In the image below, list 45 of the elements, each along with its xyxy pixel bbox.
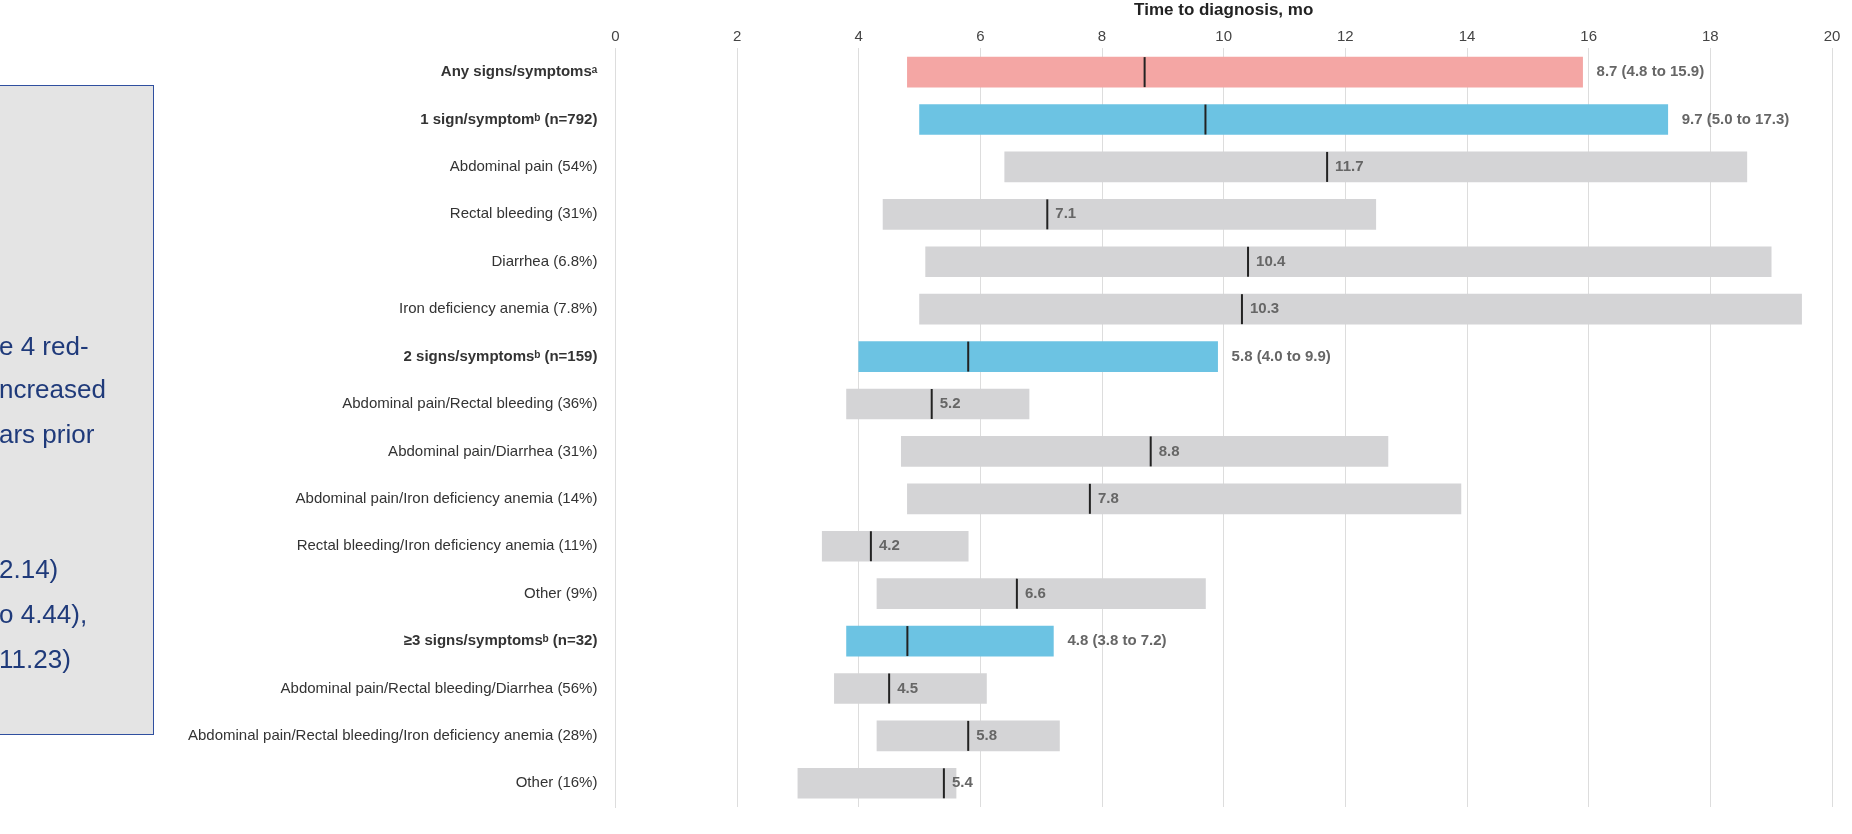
y-tick-label: Rectal bleeding (31%) bbox=[449, 204, 598, 222]
text: 9.7 (5.0 to 17.3) bbox=[1681, 109, 1790, 127]
y-tick-label: Abdominal pain/Diarrhea (31%) bbox=[388, 441, 598, 459]
x-tick-label: 10 bbox=[1215, 26, 1233, 44]
text: 5.2 bbox=[939, 394, 961, 412]
text: 11.7 bbox=[1335, 157, 1364, 175]
text: 4.8 (3.8 to 7.2) bbox=[1067, 631, 1167, 649]
x-tick-label: 8 bbox=[1097, 26, 1107, 44]
y-tick-label: Diarrhea (6.8%) bbox=[491, 251, 598, 269]
text: 4.2 bbox=[878, 536, 900, 554]
text: 7.1 bbox=[1055, 204, 1077, 222]
text: 8.7 (4.8 to 15.9) bbox=[1596, 62, 1705, 80]
text: 4.5 bbox=[897, 678, 918, 696]
x-tick-label: 18 bbox=[1702, 26, 1719, 44]
x-tick-label: 16 bbox=[1580, 26, 1598, 44]
text: 10.3 bbox=[1249, 299, 1280, 317]
text-box: e 4 red- ncreased ars prior 2.14) o 4.44), 11.23) bbox=[0, 85, 154, 735]
y-tick-label: Abdominal pain (54%) bbox=[449, 157, 598, 175]
text: 5.4 bbox=[951, 773, 973, 791]
text: 5.8 (4.0 to 9.9) bbox=[1231, 346, 1331, 364]
text: 5.8 bbox=[976, 726, 998, 744]
x-axis-title: Time to diagnosis, mo bbox=[1134, 0, 1314, 19]
y-tick-label: 1 sign/symptomᵇ (n=792) bbox=[420, 109, 598, 127]
x-tick-label: 0 bbox=[611, 26, 620, 44]
text: 7.8 bbox=[1097, 488, 1119, 506]
y-tick-label: Other (9%) bbox=[524, 583, 598, 601]
y-tick-label: 2 signs/symptomsᵇ (n=159) bbox=[403, 346, 598, 364]
y-tick-label: Abdominal pain/Iron deficiency anemia (14%) bbox=[295, 488, 598, 506]
text: 10.4 bbox=[1256, 251, 1286, 269]
y-tick-label: Abdominal pain/Rectal bleeding/Diarrhea (56%) bbox=[280, 678, 598, 696]
x-tick-label: 12 bbox=[1337, 26, 1354, 44]
y-tick-label: Other (16%) bbox=[515, 773, 598, 791]
y-tick-label: Abdominal pain/Rectal bleeding (36%) bbox=[342, 394, 598, 412]
x-tick-label: 14 bbox=[1458, 26, 1476, 44]
x-tick-label: 4 bbox=[854, 26, 863, 44]
y-tick-label: Abdominal pain/Rectal bleeding/Iron deficiency anemia (28%) bbox=[188, 726, 598, 744]
y-tick-label: Any signs/symptomsᵃ bbox=[440, 62, 598, 80]
y-tick-label: ≥3 signs/symptomsᵇ (n=32) bbox=[403, 631, 598, 649]
y-tick-label: Iron deficiency anemia (7.8%) bbox=[398, 299, 598, 317]
text: 6.6 bbox=[1024, 583, 1046, 601]
x-tick-label: 20 bbox=[1823, 26, 1841, 44]
text: 8.8 bbox=[1158, 441, 1180, 459]
x-tick-label: 6 bbox=[976, 26, 985, 44]
x-tick-label: 2 bbox=[732, 26, 742, 44]
y-tick-label: Rectal bleeding/Iron deficiency anemia (11%) bbox=[296, 536, 598, 554]
